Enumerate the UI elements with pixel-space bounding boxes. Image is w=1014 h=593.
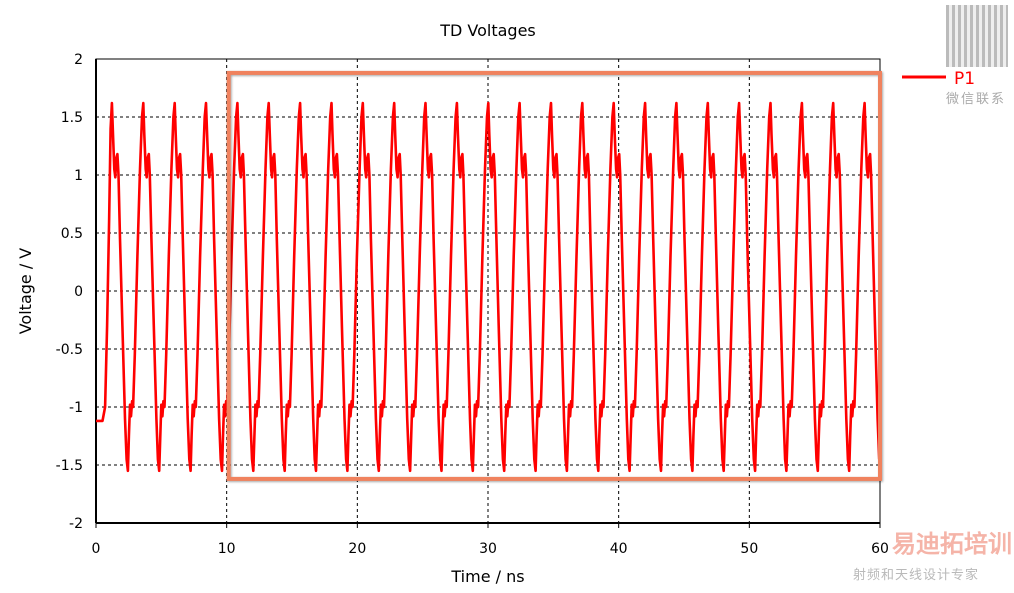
x-tick-label: 60 [871, 541, 889, 557]
x-tick-label: 10 [218, 541, 236, 557]
x-tick-label: 50 [740, 541, 758, 557]
brand-watermark: 易迪拓培训 [892, 530, 1012, 558]
chart-title: TD Voltages [439, 21, 536, 40]
y-tick-label: 1.5 [61, 110, 83, 126]
x-tick-label: 30 [479, 541, 497, 557]
x-tick-label: 20 [348, 541, 366, 557]
y-tick-labels: 2 1.5 1 0.5 0 -0.5 -1 -1.5 -2 [56, 52, 83, 532]
legend-label-p1: P1 [954, 69, 975, 89]
x-tick-labels: 0 10 20 30 40 50 60 [92, 541, 889, 557]
y-tick-label: 1 [74, 168, 83, 184]
x-tick-label: 40 [610, 541, 628, 557]
qr-code-watermark [946, 5, 1008, 67]
y-tick-label: 0 [74, 284, 83, 300]
highlight-rectangle [226, 70, 882, 481]
x-tick-label: 0 [92, 541, 101, 557]
y-tick-label: -1 [69, 400, 83, 416]
y-tick-label: -2 [69, 516, 83, 532]
x-axis-label: Time / ns [450, 567, 524, 586]
y-tick-label: -1.5 [56, 458, 83, 474]
y-tick-label: 2 [74, 52, 83, 68]
y-tick-label: -0.5 [56, 342, 83, 358]
y-tick-label: 0.5 [61, 226, 83, 242]
y-axis-label: Voltage / V [16, 248, 35, 335]
qr-caption-watermark: 微信联系 [946, 92, 1007, 107]
slogan-watermark: 射频和天线设计专家 [853, 568, 980, 583]
